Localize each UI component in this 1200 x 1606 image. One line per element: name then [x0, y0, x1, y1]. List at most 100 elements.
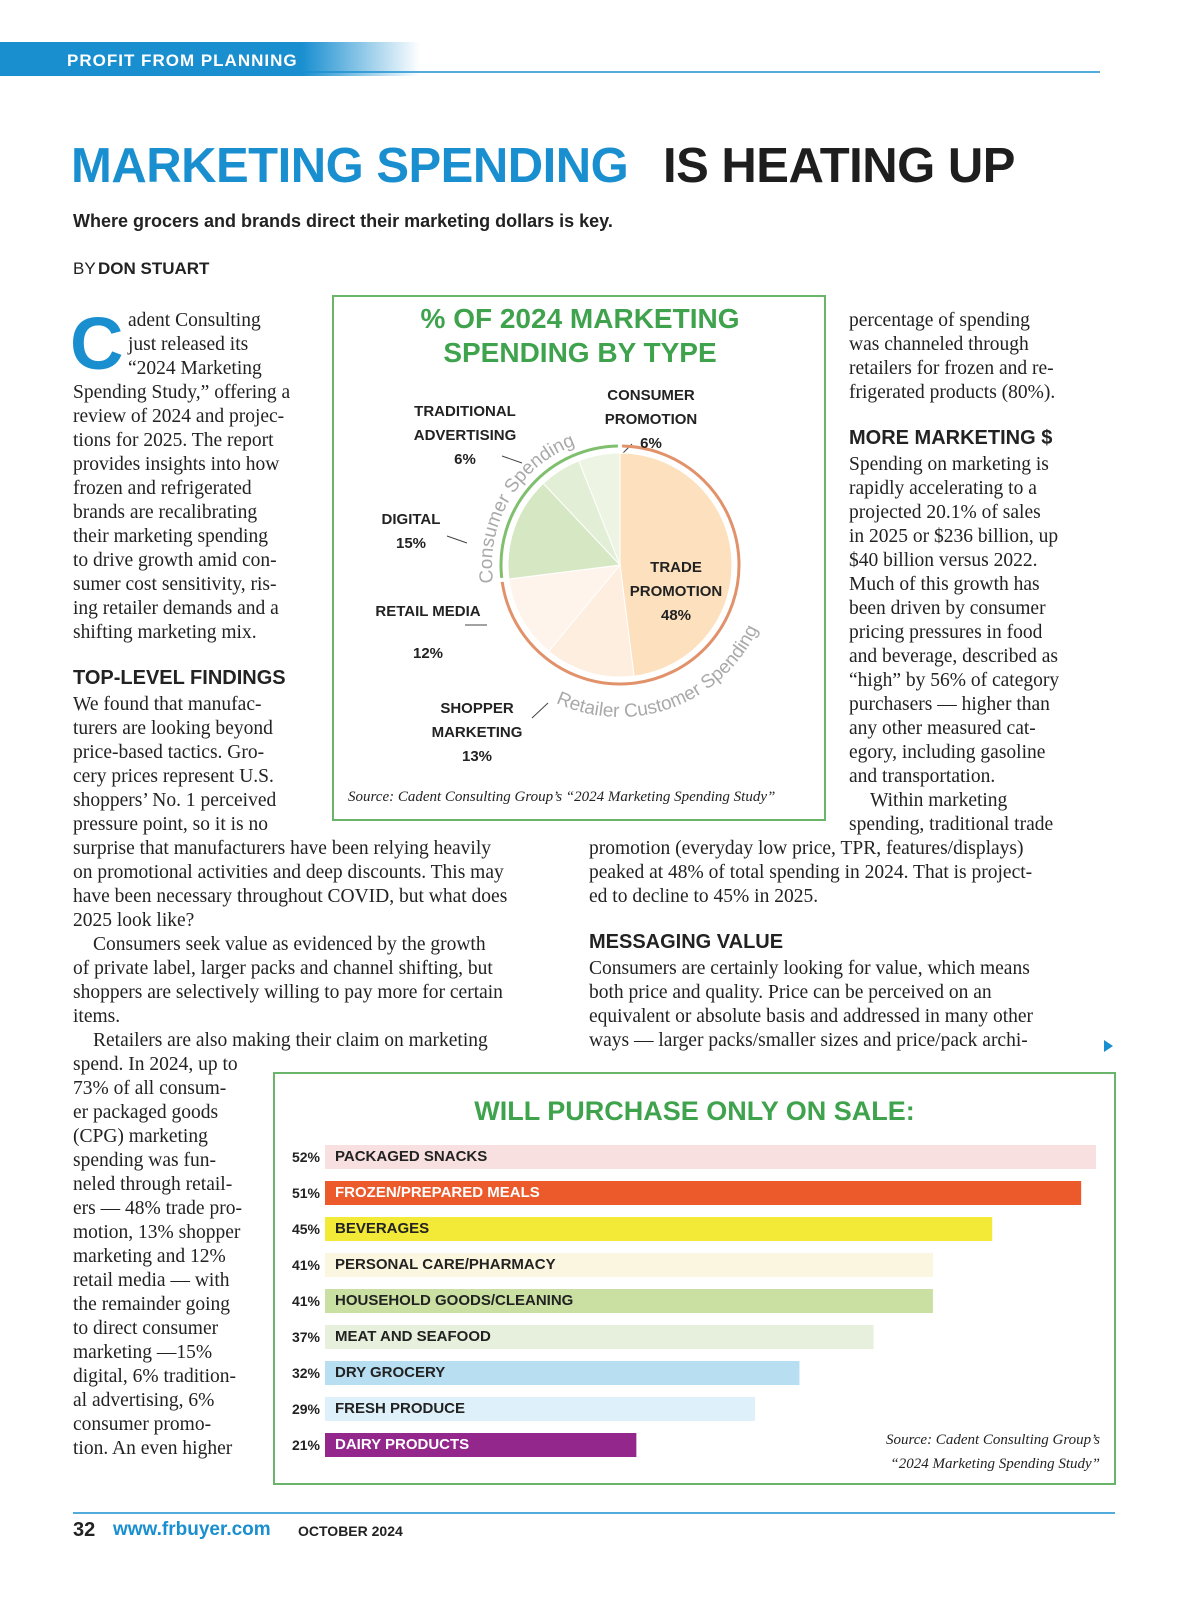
body-line: egory, including gasoline — [849, 742, 1046, 763]
body-line: just released its — [128, 334, 249, 355]
body-line: Consumers seek value as evidenced by the… — [93, 934, 486, 955]
body-line: on promotional activities and deep disco… — [73, 862, 504, 883]
body-line: frozen and refrigerated — [73, 478, 252, 499]
body-line: spend. In 2024, up to — [73, 1054, 238, 1075]
bar — [325, 1253, 933, 1277]
pie-slice — [619, 452, 733, 677]
body-line: to direct consumer — [73, 1318, 219, 1339]
pie-slice — [507, 482, 622, 580]
value-label: 52% — [291, 1149, 320, 1165]
body-line: pressure point, so it is no — [73, 814, 268, 835]
body-line: Retailers are also making their claim on… — [93, 1030, 488, 1051]
bar — [325, 1397, 755, 1421]
body-line: 73% of all consum- — [73, 1078, 227, 1099]
section-heading: MORE MARKETING $ — [849, 427, 1053, 449]
body-line: and transportation. — [849, 766, 996, 787]
body-line: projected 20.1% of sales — [849, 502, 1041, 523]
bar — [325, 1145, 1096, 1169]
body-line: frigerated products (80%). — [849, 382, 1056, 403]
body-line: digital, 6% tradition- — [73, 1366, 237, 1387]
slice-label: SHOPPER MARKETING — [431, 700, 523, 741]
body-line: pricing pressures in food — [849, 622, 1043, 643]
chart-source: Source: Cadent Consulting Group’s “2024 … — [885, 1432, 1100, 1472]
value-label: 29% — [291, 1401, 320, 1417]
body-line: percentage of spending — [849, 310, 1030, 331]
bar — [325, 1217, 993, 1241]
body-line: peaked at 48% of total spending in 2024.… — [589, 862, 1033, 883]
value-label: 37% — [291, 1329, 320, 1345]
slice-label: RETAIL MEDIA — [375, 603, 481, 620]
body-line: al advertising, 6% — [73, 1390, 215, 1411]
deck: Where grocers and brands direct their ma… — [73, 211, 613, 231]
body-line: “2024 Marketing — [128, 358, 262, 379]
leader-line — [501, 455, 523, 464]
body-line: spending, traditional trade — [849, 814, 1054, 835]
section-label: PROFIT FROM PLANNING — [67, 51, 298, 70]
byline-prefix: BY — [73, 259, 96, 278]
body-line: items. — [73, 1006, 121, 1027]
body-line: rapidly accelerating to a — [849, 478, 1037, 499]
body-line: Spending Study,” offering a — [73, 382, 291, 403]
byline-name: DON STUART — [98, 259, 210, 278]
bar — [325, 1433, 637, 1457]
body-line: purchasers — higher than — [849, 694, 1050, 715]
body-line: retail media — with — [73, 1270, 230, 1291]
body-line: (CPG) marketing — [73, 1126, 208, 1147]
section-heading: TOP-LEVEL FINDINGS — [73, 667, 286, 689]
body-line: Much of this growth has — [849, 574, 1040, 595]
bar — [325, 1325, 874, 1349]
bar-box — [273, 1072, 1116, 1485]
footer-date: OCTOBER 2024 — [298, 1523, 403, 1539]
body-line: shoppers’ No. 1 perceived — [73, 790, 277, 811]
bar-label: DRY GROCERY — [335, 1364, 446, 1381]
group-arc — [500, 444, 741, 686]
body-line: shoppers are selectively willing to pay … — [73, 982, 503, 1003]
body-line: any other measured cat- — [849, 718, 1036, 739]
value-label: 32% — [291, 1365, 320, 1381]
body-line: surprise that manufacturers have been re… — [73, 838, 492, 859]
value-label: 45% — [291, 1221, 320, 1237]
body-line: the remainder going — [73, 1294, 231, 1315]
bar-label: PERSONAL CARE/PHARMACY — [335, 1256, 556, 1273]
chart-title: WILL PURCHASE ONLY ON SALE: — [474, 1096, 915, 1126]
bar-label: MEAT AND SEAFOOD — [335, 1328, 491, 1345]
leader-line — [531, 702, 549, 719]
leader-line — [446, 535, 468, 544]
slice-value: 6% — [640, 435, 662, 452]
body-line: er packaged goods — [73, 1102, 219, 1123]
chart-source: Source: Cadent Consulting Group’s “2024 … — [348, 789, 776, 805]
slice-value: 12% — [412, 645, 444, 662]
body-line: equivalent or absolute basis and address… — [589, 1006, 1034, 1027]
bar-label: PACKAGED SNACKS — [335, 1148, 488, 1165]
body-line: We found that manufac- — [73, 694, 262, 715]
body-line: promotion (everyday low price, TPR, feat… — [589, 838, 1024, 859]
body-line: review of 2024 and projec- — [73, 406, 285, 427]
bar — [325, 1181, 1082, 1205]
section-heading: MESSAGING VALUE — [589, 931, 784, 953]
pie-slice — [547, 563, 635, 678]
slice-value: 6% — [454, 451, 476, 468]
body-line: ways — larger packs/smaller sizes and pr… — [589, 1030, 1028, 1051]
continue-arrow — [1104, 1040, 1113, 1052]
body-line: price-based tactics. Gro- — [73, 742, 265, 763]
bar-label: FROZEN/PREPARED MEALS — [335, 1184, 540, 1201]
body-line: Spending on marketing is — [849, 454, 1049, 475]
body-line: provides insights into how — [73, 454, 280, 475]
pie-slice — [508, 564, 622, 653]
title-black: IS HEATING UP — [663, 139, 1015, 193]
body-line: Within marketing — [870, 790, 1008, 811]
body-line: ers — 48% trade pro- — [73, 1198, 242, 1219]
chart-title: % OF 2024 MARKETING SPENDING BY TYPE — [420, 303, 740, 368]
value-label: 51% — [291, 1185, 320, 1201]
body-line: their marketing spending — [73, 526, 268, 547]
slice-label: TRADITIONAL ADVERTISING — [413, 403, 517, 444]
footer-url: www.frbuyer.com — [113, 1519, 271, 1540]
value-label: 21% — [291, 1437, 320, 1453]
section-band — [0, 42, 420, 76]
body-line: motion, 13% shopper — [73, 1222, 241, 1243]
value-label: 41% — [291, 1257, 320, 1273]
body-line: tions for 2025. The report — [73, 430, 274, 451]
slice-value: 48% — [660, 607, 692, 624]
